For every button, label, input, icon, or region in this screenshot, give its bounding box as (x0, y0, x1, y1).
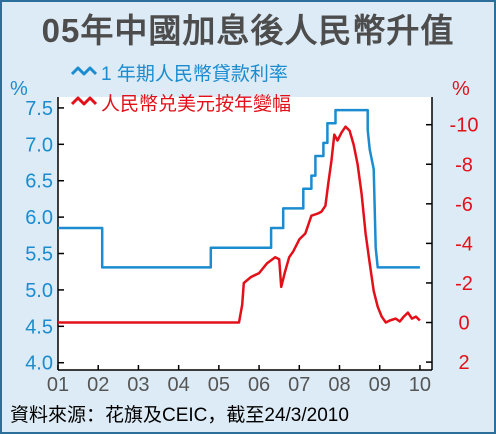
x-axis-tick-label: 03 (127, 374, 149, 396)
x-axis-tick-label: 04 (168, 374, 190, 396)
x-axis-tick-label: 08 (328, 374, 350, 396)
right-axis-tick-label: 0 (458, 313, 469, 335)
right-axis-tick-label: -2 (455, 273, 473, 295)
x-axis-tick-label: 10 (409, 374, 431, 396)
right-axis-tick-label: -6 (455, 194, 473, 216)
legend-label-1: 1 年期人民幣貸款利率 (101, 63, 288, 85)
legend-swatch-1 (70, 66, 98, 76)
left-axis-tick-label: 5.0 (25, 280, 53, 302)
right-axis-tick-label: -8 (455, 154, 473, 176)
left-axis-tick-label: 4.0 (25, 353, 53, 375)
left-axis-tick-label: 6.5 (25, 171, 53, 193)
x-axis-tick-label: 05 (208, 374, 230, 396)
legend-label-2: 人民幣兑美元按年變幅 (101, 93, 291, 115)
x-axis-tick-label: 09 (369, 374, 391, 396)
left-axis-tick-label: 6.0 (25, 207, 53, 229)
right-axis-tick-label: -10 (450, 115, 479, 137)
source-note: 資料來源：花旗及CEIC，截至24/3/2010 (10, 405, 349, 426)
left-axis-tick-label: 5.5 (25, 244, 53, 266)
right-axis-tick-label: 2 (458, 352, 469, 374)
left-axis-unit: % (10, 78, 28, 100)
left-axis-tick-label: 7.0 (25, 134, 53, 156)
right-axis-tick-label: -4 (455, 233, 473, 255)
series-line-1 (58, 108, 420, 269)
chart-title: 05年中國加息後人民幣升值 (41, 12, 455, 49)
left-axis-tick-label: 4.5 (25, 316, 53, 338)
series-line-2 (58, 125, 421, 324)
x-axis-tick-label: 06 (248, 374, 270, 396)
legend-swatch-2 (70, 96, 98, 106)
x-axis-tick-label: 07 (288, 374, 310, 396)
left-axis-tick-label: 7.5 (25, 98, 53, 120)
right-axis-unit: % (452, 78, 470, 100)
x-axis-tick-label: 02 (87, 374, 109, 396)
x-axis-tick-label: 01 (47, 374, 69, 396)
